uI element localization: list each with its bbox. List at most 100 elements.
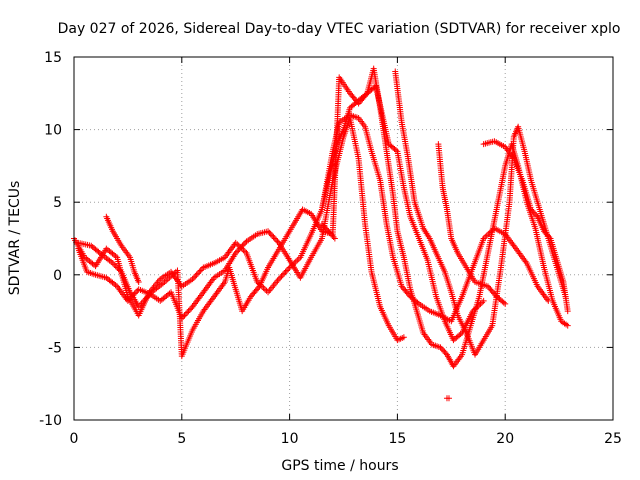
x-tick-label: 5 bbox=[177, 431, 186, 447]
data-point bbox=[442, 350, 449, 357]
data-point bbox=[266, 229, 273, 236]
data-point bbox=[325, 228, 332, 235]
data-point bbox=[190, 274, 197, 281]
data-point bbox=[529, 207, 536, 214]
data-point bbox=[181, 312, 188, 319]
data-point bbox=[440, 347, 447, 354]
data-point bbox=[111, 261, 118, 268]
data-point bbox=[457, 331, 464, 338]
data-point bbox=[502, 300, 509, 307]
data-point bbox=[531, 210, 538, 217]
x-tick-label: 15 bbox=[388, 431, 406, 447]
data-point bbox=[275, 276, 282, 283]
data-point bbox=[400, 334, 407, 341]
data-point bbox=[182, 311, 189, 318]
data-point bbox=[242, 239, 249, 246]
data-point bbox=[322, 225, 329, 232]
data-point bbox=[232, 250, 239, 257]
data-point bbox=[283, 267, 290, 274]
data-point bbox=[197, 267, 204, 274]
data-point bbox=[546, 234, 553, 241]
data-point bbox=[277, 274, 284, 281]
data-point bbox=[279, 271, 286, 278]
y-tick-label: 0 bbox=[53, 268, 62, 284]
data-point bbox=[267, 231, 274, 238]
data-point bbox=[265, 228, 272, 235]
data-point bbox=[135, 279, 142, 286]
data-point bbox=[184, 309, 191, 316]
data-point bbox=[437, 344, 444, 351]
data-point bbox=[533, 212, 540, 219]
data-point bbox=[320, 222, 327, 229]
y-tick-label: -10 bbox=[39, 413, 62, 429]
x-tick-label: 20 bbox=[496, 431, 514, 447]
data-point bbox=[541, 228, 548, 235]
x-tick-label: 10 bbox=[281, 431, 299, 447]
data-point bbox=[240, 241, 247, 248]
chart-title: Day 027 of 2026, Sidereal Day-to-day VTE… bbox=[58, 21, 621, 37]
data-point bbox=[530, 209, 537, 216]
data-point bbox=[362, 91, 369, 98]
data-point bbox=[483, 232, 490, 239]
data-point bbox=[239, 242, 246, 249]
data-point bbox=[109, 260, 116, 267]
data-point bbox=[234, 248, 241, 255]
data-point bbox=[235, 247, 242, 254]
data-point bbox=[500, 299, 507, 306]
data-point bbox=[132, 289, 139, 296]
data-point bbox=[95, 248, 102, 255]
data-point bbox=[564, 322, 571, 329]
data-point bbox=[564, 308, 571, 315]
data-point bbox=[188, 305, 195, 312]
data-point bbox=[441, 348, 448, 355]
data-point bbox=[321, 223, 328, 230]
data-point bbox=[189, 276, 196, 283]
data-point bbox=[124, 297, 131, 304]
data-point bbox=[196, 268, 203, 275]
data-point bbox=[126, 296, 133, 303]
data-point bbox=[544, 232, 551, 239]
data-point bbox=[331, 235, 338, 242]
x-tick-label: 0 bbox=[70, 431, 79, 447]
data-point bbox=[116, 267, 123, 274]
data-point bbox=[194, 270, 201, 277]
data-point bbox=[278, 273, 285, 280]
data-point bbox=[255, 284, 262, 291]
data-point bbox=[238, 244, 245, 251]
data-points bbox=[71, 65, 571, 402]
axes: 0 5 10 15 20 25 -10 -5 0 5 10 15 bbox=[39, 50, 622, 447]
data-point bbox=[480, 297, 487, 304]
data-point bbox=[273, 236, 280, 243]
data-point bbox=[115, 265, 122, 272]
data-point bbox=[492, 292, 499, 299]
plot-frame bbox=[73, 56, 614, 421]
data-point bbox=[269, 232, 276, 239]
data-point bbox=[270, 234, 277, 241]
y-tick-label: 15 bbox=[44, 50, 62, 66]
data-point bbox=[294, 257, 301, 264]
grid bbox=[74, 57, 613, 420]
data-point bbox=[543, 231, 550, 238]
data-point bbox=[318, 220, 325, 227]
y-axis-title: SDTVAR / TECUs bbox=[7, 181, 23, 296]
data-point bbox=[193, 271, 200, 278]
data-point bbox=[186, 306, 193, 313]
data-point bbox=[260, 284, 267, 291]
data-point bbox=[185, 308, 192, 315]
data-point bbox=[392, 147, 399, 154]
data-point bbox=[281, 270, 288, 277]
data-point bbox=[330, 234, 337, 241]
data-point bbox=[285, 265, 292, 272]
data-point bbox=[199, 265, 206, 272]
y-tick-label: 5 bbox=[53, 195, 62, 211]
x-tick-label: 25 bbox=[604, 431, 622, 447]
y-tick-label: 10 bbox=[44, 123, 62, 139]
y-tick-label: -5 bbox=[48, 340, 62, 356]
data-point bbox=[329, 232, 336, 239]
data-point bbox=[445, 395, 452, 402]
data-point bbox=[236, 245, 243, 252]
data-point bbox=[274, 238, 281, 245]
data-point bbox=[326, 229, 333, 236]
data-point bbox=[114, 264, 121, 271]
